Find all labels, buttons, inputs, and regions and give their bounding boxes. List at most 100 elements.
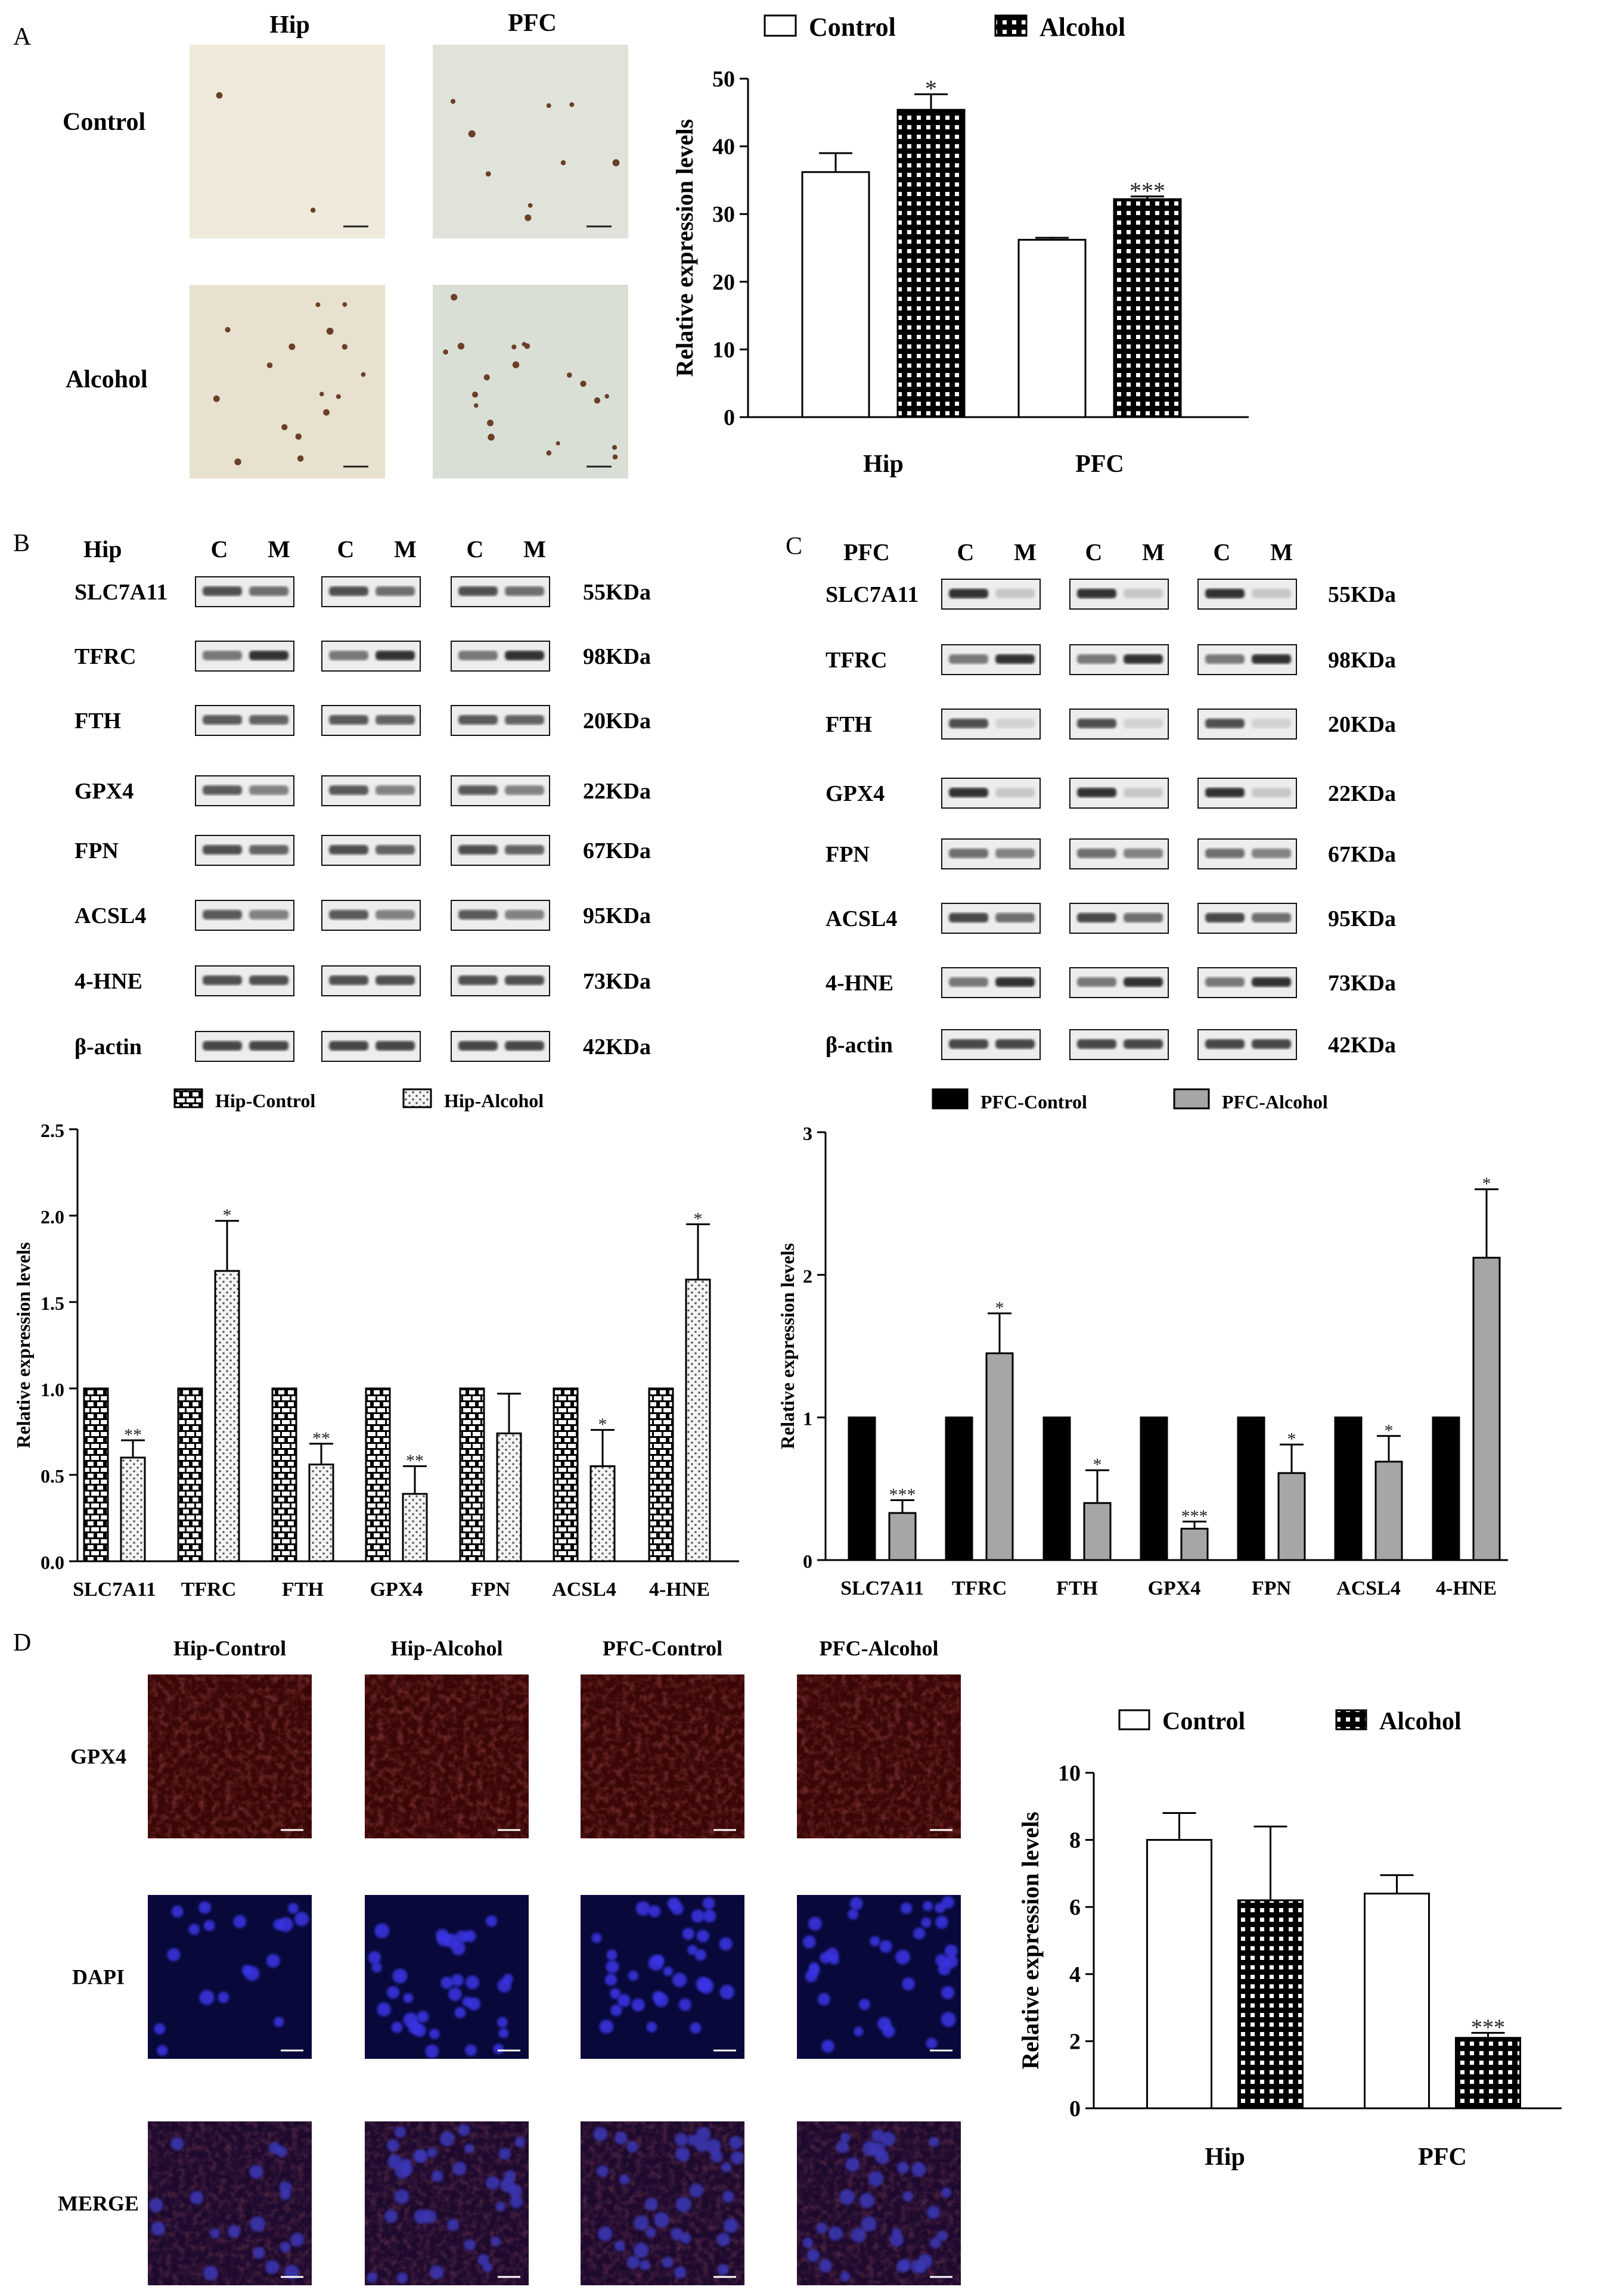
- protein-size-label: 98KDa: [1328, 648, 1396, 673]
- legend-label: Hip-Control: [215, 1090, 315, 1111]
- panel-label-c: C: [786, 533, 802, 560]
- protein-band: [249, 845, 288, 855]
- ihc-stained-cell: [451, 294, 458, 301]
- nucleus: [902, 1977, 915, 1991]
- protein-band: [458, 651, 498, 660]
- bar: [271, 1387, 297, 1562]
- nucleus: [497, 1978, 511, 1993]
- if-col-label: PFC-Control: [603, 1636, 722, 1660]
- protein-band: [1205, 788, 1245, 797]
- nucleus: [652, 1990, 664, 2002]
- nucleus: [275, 2145, 287, 2157]
- nucleus: [926, 2205, 940, 2219]
- protein-band: [949, 913, 988, 922]
- if-col-label: Hip-Control: [173, 1636, 286, 1660]
- y-tick-label: 0: [1069, 2096, 1081, 2121]
- nucleus: [439, 2132, 455, 2146]
- protein-band: [1252, 977, 1291, 987]
- y-tick-label: 20: [712, 270, 735, 295]
- protein-band: [249, 651, 288, 660]
- nucleus: [455, 1930, 468, 1943]
- nucleus: [816, 2222, 828, 2234]
- protein-band: [505, 975, 544, 985]
- ihc-stained-cell: [326, 327, 334, 335]
- nucleus: [635, 1901, 650, 1916]
- nucleus: [628, 1970, 639, 1981]
- nucleus: [157, 2045, 168, 2056]
- nucleus: [913, 1927, 926, 1940]
- significance-marker: ***: [1130, 178, 1165, 204]
- y-tick-label: 10: [1058, 1761, 1081, 1786]
- nucleus: [495, 2201, 506, 2211]
- nucleus: [170, 2137, 184, 2151]
- ihc-stained-cell: [288, 343, 296, 350]
- nucleus: [817, 1993, 830, 2006]
- nucleus: [606, 1949, 618, 1961]
- protein-band: [458, 715, 498, 725]
- nucleus: [274, 2017, 284, 2027]
- protein-band: [949, 849, 988, 858]
- bar: [1146, 1839, 1212, 2109]
- ihc-stained-cell: [612, 159, 620, 167]
- y-axis-label: Relative expression levels: [1017, 1812, 1044, 2070]
- protein-label: FPN: [75, 838, 119, 863]
- ihc-stained-cell: [528, 203, 533, 208]
- immunofluorescence-images: Hip-Control Hip-Alcohol PFC-Control PFC-Alc…: [58, 1636, 961, 2285]
- protein-band: [1124, 1039, 1163, 1049]
- nucleus: [151, 2222, 165, 2236]
- nucleus: [702, 1897, 715, 1910]
- protein-band: [1205, 913, 1245, 922]
- protein-size-label: 95KDa: [1328, 906, 1396, 931]
- protein-band: [505, 715, 544, 725]
- protein-band: [505, 586, 544, 596]
- significance-marker: *: [1385, 1421, 1394, 1440]
- nucleus: [466, 1975, 479, 1990]
- protein-band: [1077, 1039, 1116, 1049]
- lane-label: M: [268, 536, 290, 563]
- protein-band: [1205, 977, 1245, 987]
- nucleus: [465, 2044, 477, 2056]
- nucleus: [294, 1912, 309, 1927]
- protein-band: [1124, 654, 1163, 664]
- legend-swatch: [173, 1088, 203, 1108]
- protein-band: [203, 845, 242, 855]
- nucleus: [654, 2212, 669, 2228]
- bar: [459, 1387, 485, 1562]
- nucleus: [678, 1998, 691, 2011]
- nucleus: [806, 2249, 820, 2262]
- protein-band: [1205, 589, 1245, 598]
- nucleus: [167, 1948, 181, 1962]
- nucleus: [698, 1978, 714, 1994]
- protein-band: [1252, 849, 1291, 858]
- ihc-stained-cell: [315, 302, 321, 307]
- nucleus: [879, 1940, 892, 1953]
- protein-band: [1124, 719, 1163, 728]
- bar: [308, 1464, 334, 1562]
- nucleus: [634, 2216, 649, 2230]
- y-tick-label: 0.5: [41, 1465, 64, 1487]
- nucleus: [610, 1988, 621, 1999]
- nucleus: [610, 2004, 622, 2017]
- nucleus: [917, 2254, 933, 2269]
- significance-marker: **: [312, 1428, 330, 1448]
- protein-band: [376, 845, 415, 855]
- nucleus: [464, 2143, 474, 2154]
- nucleus: [671, 2227, 683, 2241]
- legend-label: Control: [1162, 1708, 1245, 1735]
- protein-size-label: 67KDa: [583, 838, 651, 863]
- ihc-stained-cell: [361, 372, 366, 377]
- y-tick-label: 30: [712, 202, 735, 227]
- ihc-image-pfc-alcohol: [433, 285, 628, 479]
- protein-band: [1124, 589, 1163, 598]
- legend-label: Alcohol: [1040, 13, 1125, 42]
- ihc-stained-cell: [216, 92, 223, 99]
- protein-band: [376, 785, 415, 795]
- y-tick-label: 10: [712, 337, 735, 362]
- nucleus: [687, 1944, 698, 1955]
- ihc-stained-cell: [546, 103, 551, 108]
- nucleus: [203, 1919, 215, 1931]
- nucleus: [719, 1984, 735, 2000]
- protein-band: [1077, 719, 1116, 728]
- y-tick-label: 1.5: [41, 1293, 64, 1314]
